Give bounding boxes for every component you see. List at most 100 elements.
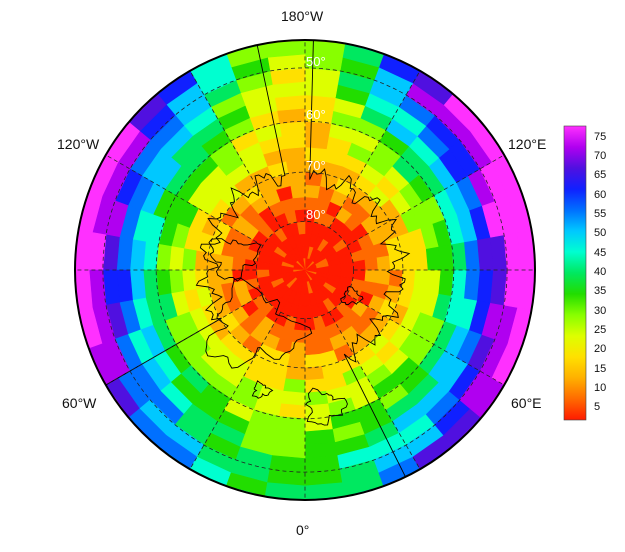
heatmap-cell [304, 341, 321, 356]
heatmap-cell [304, 353, 323, 369]
heatmap-cell [534, 312, 535, 359]
heatmap-cell [304, 184, 321, 199]
heatmap-cell [364, 269, 379, 284]
heatmap-cell [304, 133, 329, 150]
colorbar-tick-label: 20 [594, 343, 607, 356]
heatmap-cells [46, 40, 564, 529]
heatmap-cell [425, 269, 442, 294]
colorbar-tick-label: 40 [594, 266, 607, 278]
heatmap-cell [175, 40, 222, 59]
lon-label-lower-right: 60°E [511, 395, 542, 411]
latitude-label: 70° [306, 158, 326, 174]
colorbar-tick-label: 60 [594, 188, 607, 201]
lon-label-upper-left: 120°W [57, 136, 100, 152]
heatmap-cell [181, 248, 197, 271]
heatmap-cell [413, 269, 429, 292]
colorbar-tick-label: 30 [594, 304, 607, 317]
heatmap-cell [388, 40, 435, 59]
lon-label-bottom: 0° [296, 522, 310, 538]
heatmap-cell [426, 45, 472, 84]
heatmap-cell [283, 378, 306, 394]
lon-label-upper-right: 120°E [508, 136, 547, 152]
colorbar-tick-label: 75 [594, 130, 607, 143]
heatmap-cell [75, 312, 76, 359]
heatmap-cell [285, 159, 306, 174]
heatmap-cell [294, 317, 306, 332]
colorbar-tick-label: 10 [594, 382, 607, 395]
heatmap-cell [425, 246, 442, 271]
heatmap-cell [352, 269, 367, 281]
heatmap-cell [287, 171, 306, 187]
graticule [75, 40, 535, 500]
heatmap-cell [304, 366, 325, 381]
heatmap-cell [75, 353, 94, 400]
heatmap-cell [401, 269, 416, 290]
meridian-line [328, 311, 435, 495]
latitude-label: 50° [306, 53, 326, 69]
heatmap-cell [138, 45, 184, 84]
meridian-line [80, 140, 264, 247]
heatmap-cell [347, 499, 394, 500]
heatmap-cell [291, 329, 306, 344]
colorbar-tick-label: 50 [594, 227, 607, 240]
meridian-line [346, 293, 530, 400]
heatmap-cell [289, 184, 306, 199]
colorbar [563, 125, 587, 421]
coastline [208, 238, 262, 282]
coastline [309, 40, 535, 500]
heatmap-cell [376, 254, 391, 271]
meridian-line [175, 311, 282, 495]
colorbar-tick-label: 5 [594, 401, 601, 414]
heatmap-cell [546, 225, 564, 270]
heatmap-cell [304, 378, 327, 394]
coastline [340, 285, 364, 306]
colorbar-tick-label: 45 [594, 246, 607, 259]
heatmap-cell [168, 246, 185, 271]
lon-label-top: 180°W [281, 8, 324, 24]
lon-label-lower-left: 60°W [62, 395, 97, 411]
heatmap-cell [216, 40, 263, 41]
heatmap-cell [168, 269, 185, 294]
heatmap-cell [305, 511, 350, 529]
heatmap-cell [546, 270, 564, 315]
heatmap-cell [46, 270, 64, 315]
heatmap-cell [281, 133, 306, 150]
heatmap-cell [388, 252, 404, 271]
colorbar-tick-label: 35 [594, 285, 607, 298]
heatmap-cell [138, 456, 184, 495]
heatmap-cell [304, 40, 346, 58]
heatmap-cell [534, 181, 535, 228]
coastline [305, 387, 348, 426]
colorbar-tick-label: 55 [594, 207, 607, 220]
heatmap-cell [46, 225, 64, 270]
heatmap-cell [287, 353, 306, 369]
heatmap-cell [75, 229, 93, 271]
heatmap-cell [516, 353, 535, 400]
heatmap-cell [283, 146, 306, 162]
coastline [251, 380, 274, 399]
heatmap-cell [426, 456, 472, 495]
latitude-label: 60° [306, 107, 326, 123]
map-boundary [74, 39, 536, 501]
colorbar-tick-label: 15 [594, 362, 607, 375]
latitude-label: 80° [306, 207, 326, 223]
colorbar-tick-label: 25 [594, 324, 607, 337]
colorbar-tick-label: 65 [594, 169, 607, 182]
heatmap-cell [517, 269, 535, 311]
heatmap-cell [281, 390, 306, 407]
meridian-line [175, 45, 282, 229]
heatmap-cell [75, 181, 76, 228]
heatmap-cell [216, 499, 263, 500]
meridian-line [346, 140, 530, 247]
heatmap-cell [285, 366, 306, 381]
meridian-line [80, 293, 264, 400]
heatmap-cell [413, 248, 429, 271]
heatmap-cell [181, 269, 197, 292]
heatmap-cell [347, 40, 394, 41]
colorbar-tick-label: 70 [594, 149, 607, 162]
heatmap-cell [206, 269, 222, 288]
latitude-ring [102, 67, 508, 473]
heatmap-cell [388, 481, 435, 500]
